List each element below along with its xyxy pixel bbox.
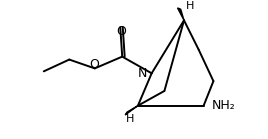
Text: O: O [116,25,126,38]
Text: N: N [138,67,147,80]
Text: O: O [89,58,99,71]
Text: H: H [186,1,194,11]
Text: NH₂: NH₂ [211,99,235,112]
Text: H: H [126,114,134,124]
Polygon shape [177,8,184,20]
Polygon shape [125,106,138,115]
